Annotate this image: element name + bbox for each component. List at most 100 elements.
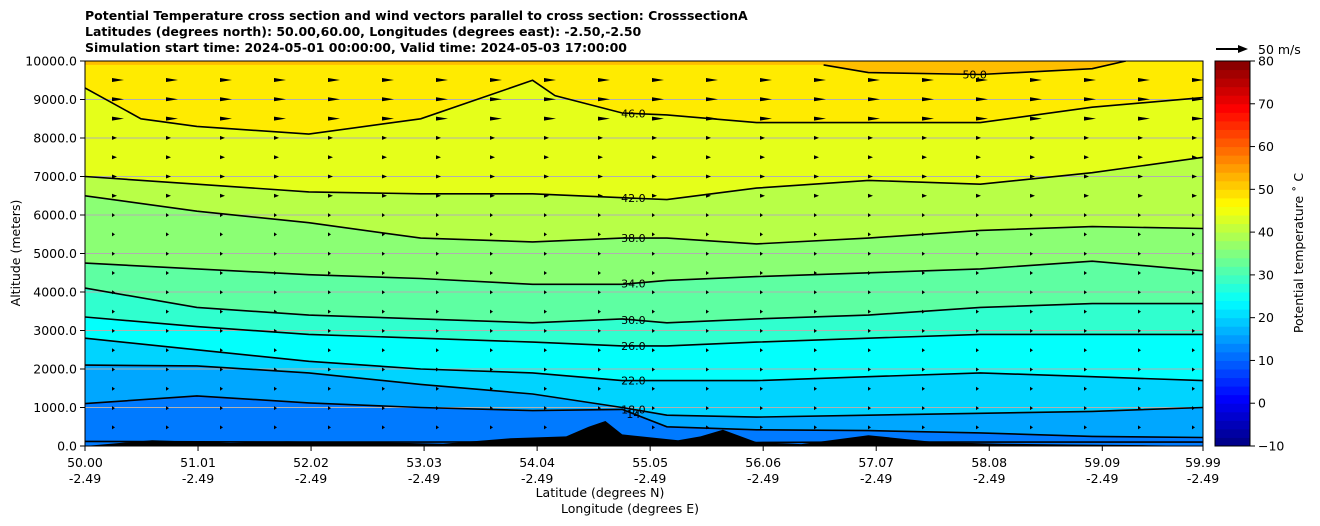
x-tick-label: 51.01: [180, 455, 216, 470]
wind-vector: [382, 213, 385, 218]
temperature-band: [85, 80, 1203, 200]
wind-vector: [274, 271, 277, 275]
wind-vector: [1084, 290, 1087, 295]
wind-vector: [868, 155, 873, 160]
contour-label: 18.0: [621, 403, 646, 416]
wind-vector: [652, 309, 655, 314]
wind-vector: [382, 78, 394, 82]
colorbar-segment: [1215, 163, 1250, 173]
wind-vector: [490, 193, 495, 198]
wind-vector: [112, 406, 115, 411]
wind-vector: [220, 309, 223, 314]
wind-vector: [112, 97, 124, 102]
contour-line: [85, 364, 1203, 418]
wind-vector: [1030, 328, 1033, 333]
wind-vector: [652, 116, 664, 121]
y-axis: 0.0 1000.0 2000.0 3000.0 4000.0 5000.0 6000.0 7…: [25, 54, 85, 454]
wind-vector: [436, 271, 439, 275]
wind-vector: [166, 271, 169, 275]
wind-vector: [706, 386, 709, 391]
colorbar-tick-label: 20: [1258, 310, 1274, 325]
temperature-band: [85, 157, 1203, 244]
wind-vector: [922, 348, 925, 353]
wind-vector: [436, 386, 439, 391]
wind-vector: [868, 78, 880, 82]
wind-vector: [652, 174, 657, 179]
wind-vector: [328, 155, 333, 160]
wind-vector: [166, 406, 169, 411]
wind-vector: [760, 425, 763, 430]
wind-vector: [544, 271, 547, 275]
wind-vector: [868, 174, 873, 179]
wind-vector: [598, 386, 601, 391]
wind-vector: [166, 213, 169, 218]
wind-vector: [1084, 213, 1087, 218]
wind-vector: [1084, 425, 1087, 430]
wind-vector: [598, 193, 603, 198]
y-tick-label: 1000.0: [33, 400, 77, 415]
wind-vector: [274, 251, 277, 256]
wind-vector: [166, 367, 169, 372]
colorbar-segment: [1215, 240, 1250, 250]
x-tick-label: 57.07: [858, 455, 894, 470]
wind-vector: [652, 290, 655, 295]
wind-vector: [1192, 309, 1195, 314]
wind-vector: [1192, 155, 1197, 160]
colorbar-segment: [1215, 112, 1250, 122]
wind-vector: [112, 232, 115, 237]
wind-vector: [652, 328, 655, 333]
x-axis-label-lat: Latitude (degrees N): [536, 485, 665, 500]
wind-vector: [382, 155, 387, 160]
colorbar-segment: [1215, 120, 1250, 130]
colorbar-segment: [1215, 78, 1250, 88]
wind-vector: [1030, 97, 1042, 102]
wind-vector: [598, 232, 601, 237]
wind-vector: [706, 116, 718, 121]
wind-vector: [382, 135, 387, 140]
wind-vector: [544, 309, 547, 314]
wind-vector: [166, 309, 169, 314]
x-tick-label: 54.04: [519, 455, 555, 470]
wind-vector: [1192, 425, 1195, 430]
wind-vector: [328, 135, 333, 140]
colorbar-segment: [1215, 369, 1250, 379]
wind-vector: [706, 193, 711, 198]
colorbar-tick-label: 30: [1258, 267, 1274, 282]
wind-vector: [166, 193, 171, 198]
wind-vector: [1192, 367, 1195, 372]
wind-vector: [112, 367, 115, 372]
wind-vector: [1138, 290, 1141, 295]
wind-vector: [274, 425, 277, 430]
wind-vector: [868, 232, 871, 237]
wind-vector: [220, 328, 223, 333]
wind-vector: [490, 78, 502, 82]
colorbar-segment: [1215, 155, 1250, 165]
wind-vector: [922, 135, 927, 140]
wind-vector: [544, 328, 547, 333]
wind-vector: [598, 290, 601, 295]
contour-label: 42.0: [621, 192, 646, 205]
wind-vector: [490, 328, 493, 333]
colorbar-segment: [1215, 223, 1250, 233]
wind-vector: [328, 174, 333, 179]
wind-vector: [652, 78, 664, 82]
wind-vector: [1138, 309, 1141, 314]
wind-vector: [760, 97, 772, 102]
wind-vector: [1138, 406, 1141, 411]
wind-vector: [490, 271, 493, 275]
wind-vector: [706, 251, 709, 256]
wind-vector: [274, 232, 277, 237]
wind-vector: [112, 213, 115, 218]
wind-vector: [976, 406, 979, 411]
wind-vector: [112, 271, 115, 275]
colorbar-segment: [1215, 189, 1250, 199]
y-tick-label: 2000.0: [33, 362, 77, 377]
wind-vector: [274, 290, 277, 295]
wind-vector: [544, 116, 556, 121]
wind-vector: [328, 271, 331, 275]
wind-vector: [814, 425, 817, 430]
wind-vector: [328, 78, 340, 82]
wind-vector: [112, 328, 115, 333]
wind-vector: [490, 213, 493, 218]
colorbar-segment: [1215, 86, 1250, 96]
